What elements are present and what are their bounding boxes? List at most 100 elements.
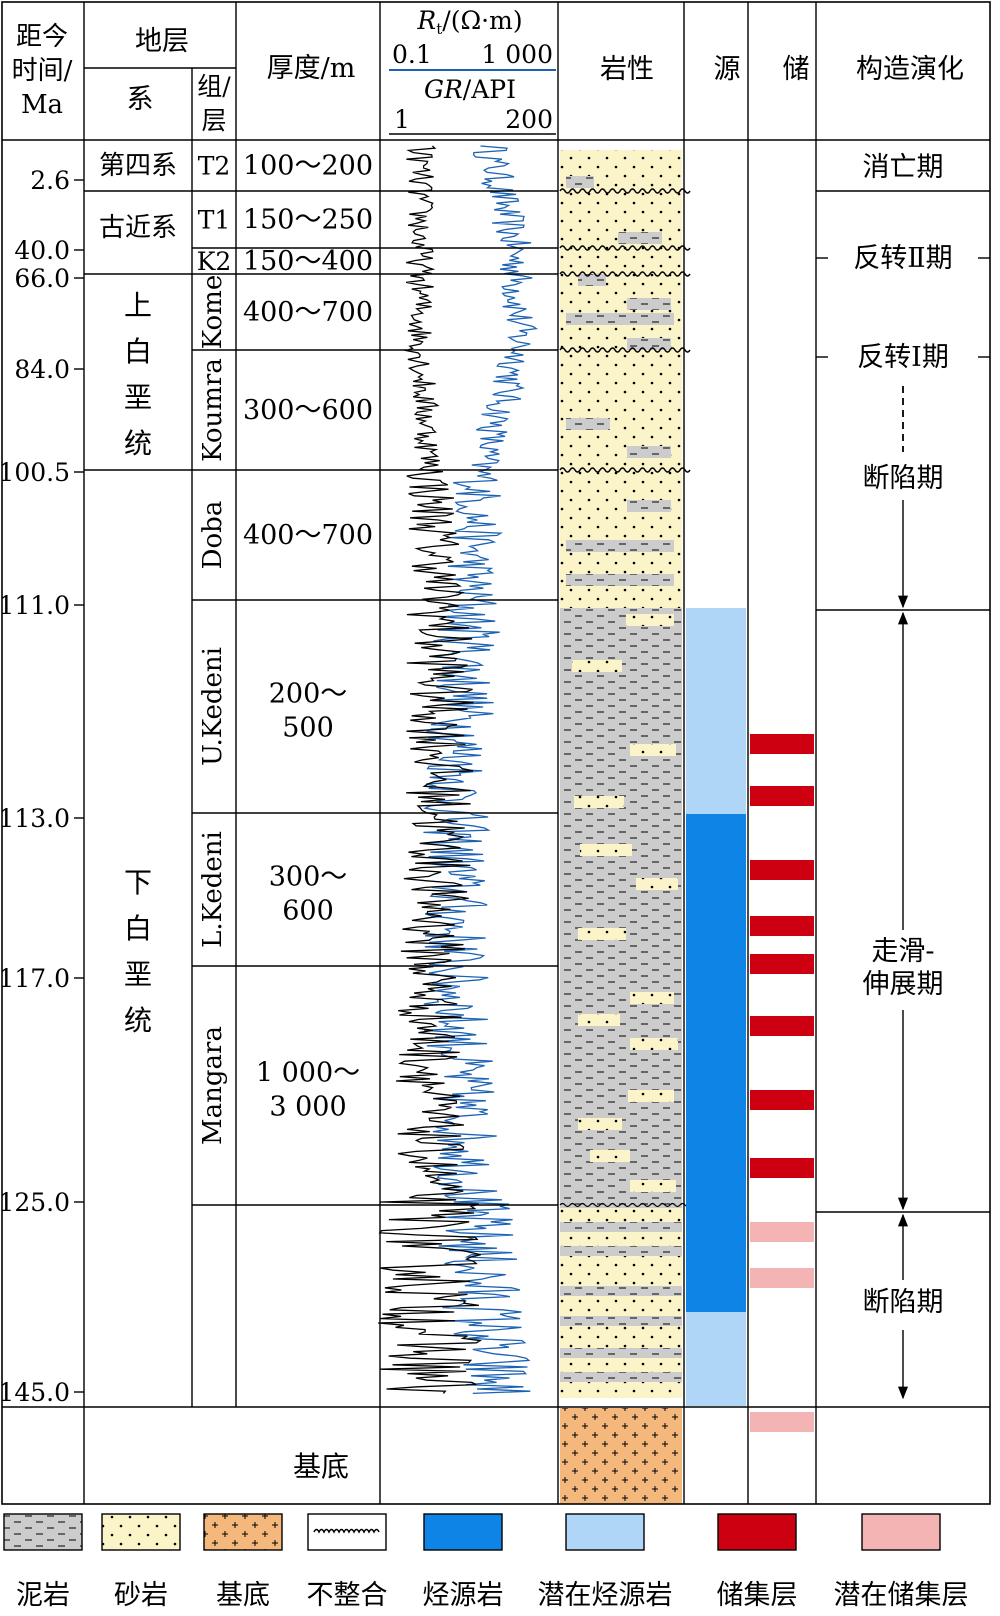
gr-scale-min: 1 <box>394 105 410 134</box>
sandstone-lens <box>630 992 674 1004</box>
system-lower-cretaceous-char: 垩 <box>124 958 152 991</box>
age-tick-label: 66.0 <box>14 264 70 293</box>
mudstone-interbed <box>560 1348 682 1358</box>
unconformity-line <box>559 188 691 194</box>
mudstone-lens <box>578 274 606 286</box>
system-upper-cretaceous-char: 白 <box>124 335 152 368</box>
sandstone-lens <box>578 1118 622 1130</box>
formation-name: T2 <box>198 152 231 181</box>
system-lower-cretaceous-char: 统 <box>124 1004 152 1037</box>
potential-source-interval <box>686 1312 746 1406</box>
well-log-curves <box>378 145 539 1395</box>
mudstone-lens <box>566 540 674 552</box>
gr-label: GR <box>424 75 463 104</box>
tectonic-phase-label: 断陷期 <box>863 1287 944 1318</box>
reservoir-bed <box>750 1090 814 1110</box>
potential-source-interval <box>686 608 746 814</box>
tectonic-phase-label: 消亡期 <box>863 152 944 183</box>
formation-name: T1 <box>198 206 231 235</box>
mudstone-lens <box>627 446 671 458</box>
formation-name: Doba <box>198 501 228 570</box>
age-tick-label: 125.0 <box>0 1188 70 1217</box>
potential-reservoir-bed <box>750 1222 814 1242</box>
thickness-value: 3 000 <box>269 1092 346 1123</box>
age-tick-label: 100.5 <box>0 458 70 487</box>
thickness-value: 600 <box>282 896 334 927</box>
sandstone-lens <box>578 1014 620 1026</box>
mudstone-interbed <box>560 1246 682 1256</box>
formation-column: T2 100～200 T1 150～250 K2 150～400 Kome 400～700 Ko… <box>197 151 373 1145</box>
thickness-value: 400～700 <box>243 520 373 551</box>
reservoir-bed <box>750 734 814 754</box>
system-paleogene: 古近系 <box>99 213 177 243</box>
legend-label-basement: 基底 <box>216 1580 270 1611</box>
source-rock-column <box>686 608 746 1406</box>
age-header-line3: Ma <box>21 90 63 120</box>
rt-scale-min: 0.1 <box>392 40 432 69</box>
mudstone-lens <box>618 232 662 244</box>
system-upper-cretaceous-char: 垩 <box>124 381 152 414</box>
sandstone-lens <box>578 928 626 940</box>
formation-name: Kome <box>198 275 228 349</box>
sandstone-lens <box>630 1038 678 1050</box>
thickness-value: 200～ <box>269 679 348 710</box>
formation-name: Koumra <box>198 358 228 462</box>
reservoir-bed <box>750 1016 814 1036</box>
thickness-value: 150～400 <box>243 246 373 277</box>
thickness-value: 1 000～ <box>256 1058 360 1089</box>
unconformity-line <box>559 1202 691 1208</box>
legend-swatch-unconformity <box>307 1513 387 1551</box>
table-border <box>1 1 991 1505</box>
age-header-line1: 距今 <box>16 22 68 52</box>
tectonic-phase-label: 反转Ⅱ期 <box>853 243 952 274</box>
mudstone-fill <box>560 608 682 1208</box>
reservoir-bed <box>750 786 814 806</box>
rt-label: R <box>416 6 436 35</box>
mudstone-lens <box>627 298 671 310</box>
gr-scale-max: 200 <box>505 105 553 134</box>
thickness-value: 400～700 <box>243 297 373 328</box>
table-grid <box>1 1 991 1505</box>
sandstone-fill-upper <box>560 150 682 608</box>
source-rock-interval <box>686 814 746 1312</box>
thickness-value: 150～250 <box>243 205 373 236</box>
unconformity-line <box>559 467 691 473</box>
formation-header-line2: 层 <box>201 106 226 135</box>
sandstone-lens <box>630 1180 676 1192</box>
strata-header: 地层 <box>135 26 189 57</box>
rt-unit: /(Ω·m) <box>442 6 522 35</box>
reservoir-column <box>750 734 814 1432</box>
reservoir-bed <box>750 860 814 880</box>
age-header-line2: 时间/ <box>12 56 73 86</box>
reservoir-bed <box>750 916 814 936</box>
legend-swatch-mudstone <box>3 1513 83 1551</box>
legend-label-potential-source: 潜在烃源岩 <box>538 1580 673 1611</box>
formation-name: K2 <box>197 247 232 276</box>
mudstone-interbed <box>560 1316 682 1326</box>
gr-unit: /API <box>463 75 516 104</box>
header-row: 距今 时间/ Ma 地层 系 组/ 层 厚度/m Rt/(Ω·m) 0.1 1 … <box>12 6 964 135</box>
age-tick-label: 84.0 <box>14 355 70 384</box>
thickness-header: 厚度/m <box>267 53 356 84</box>
mudstone-lens <box>627 500 671 512</box>
formation-header-line1: 组/ <box>197 72 231 101</box>
rt-header: Rt/(Ω·m) <box>416 6 522 38</box>
age-tick-label: 117.0 <box>0 964 70 993</box>
sandstone-lens <box>572 660 622 672</box>
formation-name: U.Kedeni <box>198 647 228 766</box>
legend-swatch-reservoir <box>717 1513 797 1551</box>
tectonic-phase-label: 伸展期 <box>863 969 944 1000</box>
sandstone-fill-lower <box>560 1208 682 1398</box>
legend-swatch-source <box>423 1513 503 1551</box>
rt-scale-max: 1 000 <box>481 40 553 69</box>
system-basement: 基底 <box>293 1450 349 1483</box>
mudstone-interbed <box>560 1372 682 1382</box>
thickness-value: 300～600 <box>243 395 373 426</box>
system-header: 系 <box>127 84 154 115</box>
legend-swatch-potential-source <box>565 1513 645 1551</box>
mudstone-lens <box>566 313 674 325</box>
system-upper-cretaceous-char: 上 <box>124 289 152 322</box>
sandstone-lens <box>628 1090 674 1102</box>
reservoir-header: 储 <box>783 54 810 85</box>
